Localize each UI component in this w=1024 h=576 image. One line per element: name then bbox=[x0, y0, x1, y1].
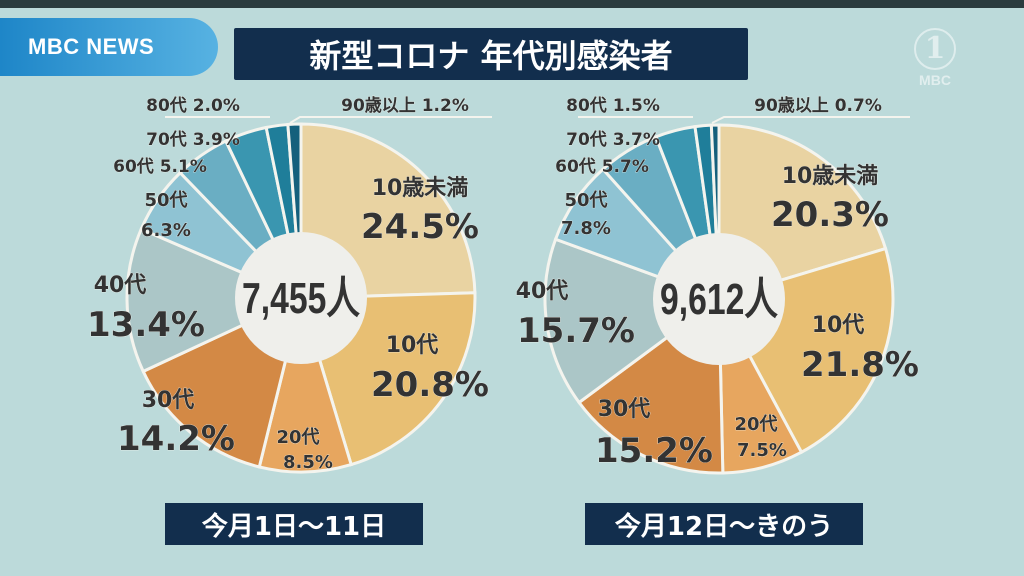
period-label-1: 今月1日～11日 bbox=[165, 503, 423, 545]
slice-label-name: 10歳未満 bbox=[782, 163, 879, 189]
brand-text: MBC NEWS bbox=[28, 34, 155, 59]
slice-label-name: 10代 bbox=[812, 313, 865, 338]
slice-label: 70代 3.9% bbox=[146, 129, 240, 150]
period-label-2: 今月12日～きのう bbox=[585, 503, 863, 545]
slice-label: 60代 5.1% bbox=[113, 156, 207, 177]
slice-label: 80代 2.0% bbox=[146, 95, 240, 116]
slice-label: 90歳以上 1.2% bbox=[341, 95, 469, 116]
top-bar bbox=[0, 0, 1024, 8]
slice-label-value: 13.4% bbox=[87, 305, 205, 345]
slice-label-value: 15.2% bbox=[595, 431, 713, 471]
slice-label: 60代 5.7% bbox=[555, 156, 649, 177]
page-title: 新型コロナ 年代別感染者 bbox=[234, 28, 748, 80]
slice-label-value: 14.2% bbox=[117, 419, 235, 459]
slice-label-name: 30代 bbox=[598, 397, 651, 422]
channel-logo: 1 MBC bbox=[905, 28, 965, 89]
slice-label-value: 24.5% bbox=[361, 207, 479, 247]
slice-label-name: 50代 bbox=[144, 190, 187, 211]
total-count: 9,612人 bbox=[660, 275, 778, 324]
slice-label: 80代 1.5% bbox=[566, 95, 660, 116]
slice-label-name: 40代 bbox=[516, 279, 569, 304]
slice-label-value: 20.8% bbox=[371, 365, 489, 405]
channel-logo-text: MBC bbox=[919, 72, 951, 88]
leader-line bbox=[711, 116, 910, 124]
slice-label-name: 50代 bbox=[564, 190, 607, 211]
slice-label: 90歳以上 0.7% bbox=[754, 95, 882, 116]
pie-slice bbox=[125, 227, 305, 374]
slice-label-name: 10歳未満 bbox=[372, 175, 469, 201]
donut-center bbox=[235, 232, 367, 364]
slice-label-name: 30代 bbox=[142, 388, 195, 413]
slice-label-name: 10代 bbox=[386, 333, 439, 358]
slice-label-value: 7.8% bbox=[561, 218, 611, 239]
slice-label-name: 20代 bbox=[734, 414, 777, 435]
slice-label-name: 40代 bbox=[94, 273, 147, 298]
slice-label-value: 20.3% bbox=[771, 195, 889, 235]
slice-label-name: 20代 bbox=[276, 427, 319, 448]
slice-label-value: 7.5% bbox=[737, 440, 787, 461]
total-count: 7,455人 bbox=[242, 274, 360, 323]
slice-label: 70代 3.7% bbox=[566, 129, 660, 150]
slice-label-value: 15.7% bbox=[517, 311, 635, 351]
leader-line bbox=[289, 116, 492, 124]
channel-logo-number: 1 bbox=[914, 28, 956, 70]
slice-label-value: 21.8% bbox=[801, 345, 919, 385]
slice-label-value: 8.5% bbox=[283, 452, 333, 473]
pie-slice bbox=[257, 292, 354, 474]
donut-center bbox=[653, 233, 785, 365]
slice-label-value: 6.3% bbox=[141, 220, 191, 241]
brand-logo: MBC NEWS bbox=[0, 18, 218, 76]
pie-slice bbox=[543, 237, 723, 405]
